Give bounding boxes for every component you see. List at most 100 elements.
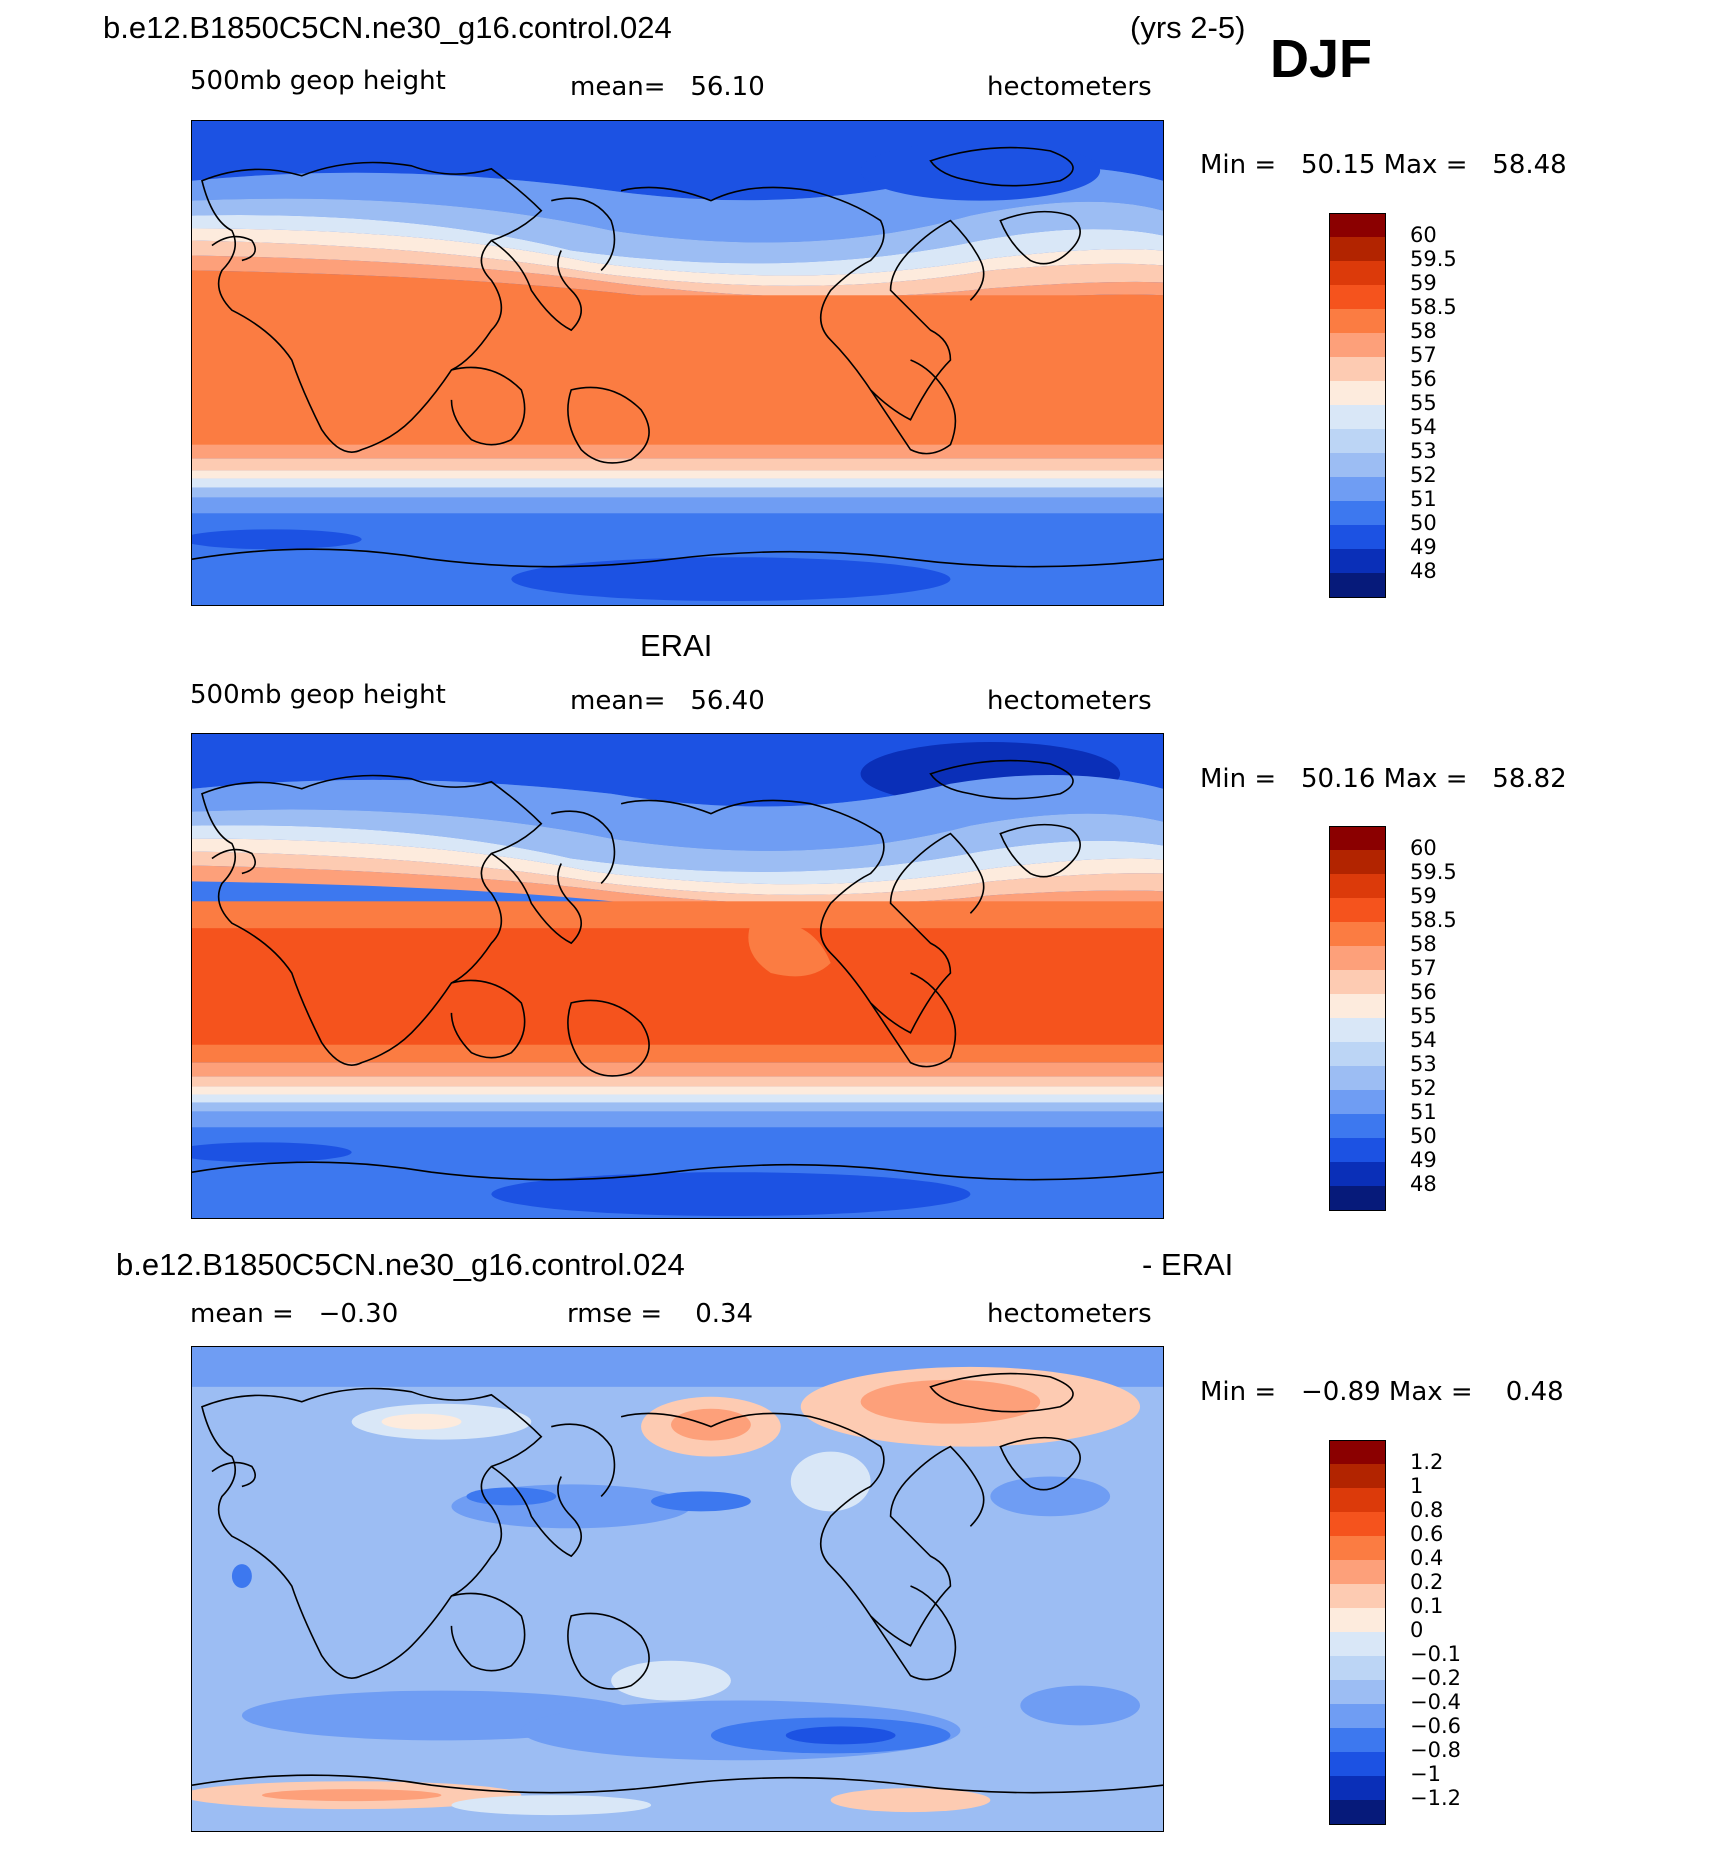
colorbar-swatch	[1329, 1752, 1386, 1777]
panel1-units: hectometers	[987, 72, 1152, 102]
panel3-map	[191, 1346, 1164, 1832]
colorbar-swatch	[1329, 237, 1386, 262]
colorbar-swatch	[1329, 1656, 1386, 1681]
panel2-variable: 500mb geop height	[190, 680, 446, 710]
colorbar-swatch	[1329, 1632, 1386, 1657]
colorbar-tick-label: 0.6	[1410, 1522, 1444, 1546]
colorbar-swatch	[1329, 1560, 1386, 1585]
colorbar-tick-label: −0.8	[1410, 1738, 1461, 1762]
colorbar-swatch	[1329, 1138, 1386, 1163]
colorbar-tick-label: 53	[1410, 1052, 1437, 1076]
colorbar-tick-label: 55	[1410, 391, 1437, 415]
panel2-units: hectometers	[987, 686, 1152, 716]
colorbar-swatch	[1329, 1162, 1386, 1187]
panel2-title: ERAI	[640, 628, 713, 663]
colorbar-tick-label: −0.2	[1410, 1666, 1461, 1690]
colorbar-swatch	[1329, 1536, 1386, 1561]
panel3-rmse: rmse = 0.34	[567, 1299, 754, 1329]
colorbar-swatch	[1329, 1512, 1386, 1537]
colorbar-tick-label: −1	[1410, 1762, 1441, 1786]
colorbar-swatch	[1329, 1186, 1386, 1211]
colorbar-swatch	[1329, 1680, 1386, 1705]
colorbar-swatch	[1329, 381, 1386, 406]
colorbar-swatch	[1329, 1114, 1386, 1139]
colorbar-swatch	[1329, 1704, 1386, 1729]
colorbar-swatch	[1329, 525, 1386, 550]
colorbar-swatch	[1329, 453, 1386, 478]
colorbar-tick-label: 50	[1410, 511, 1437, 535]
panel1-colorbar	[1329, 213, 1386, 598]
colorbar-tick-label: 54	[1410, 1028, 1437, 1052]
colorbar-swatch	[1329, 1608, 1386, 1633]
colorbar-tick-label: 59	[1410, 271, 1437, 295]
colorbar-swatch	[1329, 850, 1386, 875]
colorbar-swatch	[1329, 405, 1386, 430]
panel1-mean: mean= 56.10	[570, 72, 765, 102]
panel3-title-right: - ERAI	[1142, 1247, 1234, 1282]
colorbar-swatch	[1329, 1042, 1386, 1067]
colorbar-tick-label: 48	[1410, 1172, 1437, 1196]
panel2-contour-map	[192, 734, 1163, 1218]
colorbar-tick-label: 51	[1410, 487, 1437, 511]
colorbar-tick-label: 58.5	[1410, 908, 1457, 932]
panel2-map	[191, 733, 1164, 1219]
colorbar-tick-label: −0.4	[1410, 1690, 1461, 1714]
colorbar-tick-label: 58	[1410, 932, 1437, 956]
colorbar-tick-label: −1.2	[1410, 1786, 1461, 1810]
colorbar-swatch	[1329, 429, 1386, 454]
panel3-contour-map	[192, 1347, 1163, 1831]
colorbar-tick-label: 57	[1410, 956, 1437, 980]
colorbar-swatch	[1329, 1440, 1386, 1465]
colorbar-tick-label: 48	[1410, 559, 1437, 583]
colorbar-swatch	[1329, 1728, 1386, 1753]
panel2-minmax: Min = 50.16 Max = 58.82	[1200, 764, 1567, 794]
colorbar-swatch	[1329, 333, 1386, 358]
colorbar-tick-label: 58	[1410, 319, 1437, 343]
colorbar-tick-label: 55	[1410, 1004, 1437, 1028]
colorbar-swatch	[1329, 309, 1386, 334]
colorbar-swatch	[1329, 285, 1386, 310]
colorbar-swatch	[1329, 357, 1386, 382]
colorbar-swatch	[1329, 501, 1386, 526]
colorbar-tick-label: 52	[1410, 463, 1437, 487]
colorbar-swatch	[1329, 1090, 1386, 1115]
colorbar-tick-label: 56	[1410, 367, 1437, 391]
colorbar-swatch	[1329, 946, 1386, 971]
colorbar-tick-label: 52	[1410, 1076, 1437, 1100]
colorbar-swatch	[1329, 477, 1386, 502]
colorbar-tick-label: 50	[1410, 1124, 1437, 1148]
colorbar-tick-label: 0.4	[1410, 1546, 1444, 1570]
colorbar-swatch	[1329, 1464, 1386, 1489]
colorbar-tick-label: 49	[1410, 535, 1437, 559]
panel3-minmax: Min = −0.89 Max = 0.48	[1200, 1377, 1564, 1407]
colorbar-tick-label: 60	[1410, 836, 1437, 860]
panel1-minmax: Min = 50.15 Max = 58.48	[1200, 150, 1567, 180]
colorbar-swatch	[1329, 898, 1386, 923]
years-label: (yrs 2-5)	[1130, 10, 1246, 45]
colorbar-swatch	[1329, 261, 1386, 286]
colorbar-swatch	[1329, 1776, 1386, 1801]
colorbar-tick-label: −0.6	[1410, 1714, 1461, 1738]
colorbar-tick-label: 51	[1410, 1100, 1437, 1124]
colorbar-swatch	[1329, 573, 1386, 598]
colorbar-swatch	[1329, 970, 1386, 995]
colorbar-tick-label: 60	[1410, 223, 1437, 247]
colorbar-tick-label: 58.5	[1410, 295, 1457, 319]
panel3-colorbar	[1329, 1440, 1386, 1825]
colorbar-swatch	[1329, 213, 1386, 238]
colorbar-tick-label: 1.2	[1410, 1450, 1444, 1474]
panel1-map	[191, 120, 1164, 606]
colorbar-tick-label: 56	[1410, 980, 1437, 1004]
season-label: DJF	[1270, 29, 1373, 89]
colorbar-tick-label: 59.5	[1410, 860, 1457, 884]
colorbar-tick-label: 54	[1410, 415, 1437, 439]
colorbar-swatch	[1329, 1584, 1386, 1609]
colorbar-tick-label: 0	[1410, 1618, 1424, 1642]
colorbar-tick-label: 0.8	[1410, 1498, 1444, 1522]
colorbar-tick-label: 59.5	[1410, 247, 1457, 271]
panel3-units: hectometers	[987, 1299, 1152, 1329]
colorbar-tick-label: 49	[1410, 1148, 1437, 1172]
colorbar-swatch	[1329, 1018, 1386, 1043]
colorbar-swatch	[1329, 1800, 1386, 1825]
case-title: b.e12.B1850C5CN.ne30_g16.control.024	[103, 10, 672, 45]
